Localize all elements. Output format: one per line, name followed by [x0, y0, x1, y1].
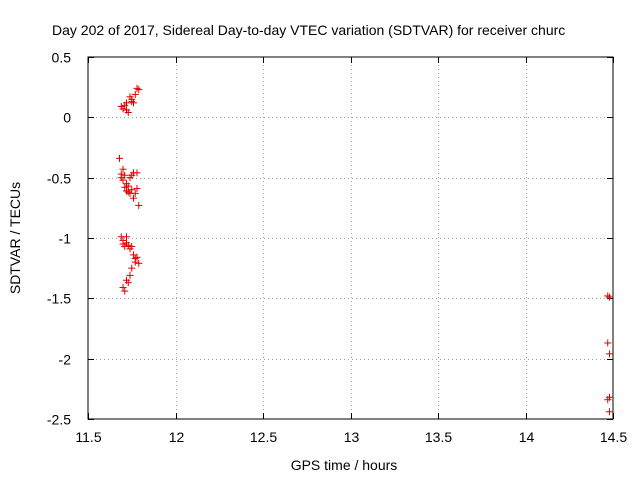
y-tick-label: 0 [63, 110, 71, 126]
data-point [133, 185, 141, 193]
data-point [131, 189, 139, 197]
data-point [130, 194, 137, 202]
data-point [131, 255, 139, 263]
data-point [131, 90, 139, 98]
x-tick-label: 14.5 [600, 429, 627, 445]
x-tick-label: 13.5 [425, 429, 452, 445]
data-points [116, 84, 613, 416]
data-point [135, 259, 143, 267]
y-tick-label: -2 [59, 352, 72, 368]
data-point [135, 201, 143, 209]
grid [88, 57, 613, 419]
data-point [116, 154, 123, 162]
data-point [604, 339, 612, 347]
data-point [128, 264, 136, 272]
data-point [124, 109, 132, 117]
y-tick-label: -1.5 [47, 291, 71, 307]
data-point [126, 271, 134, 279]
x-tick-label: 13 [344, 429, 360, 445]
data-point [124, 279, 132, 287]
y-axis-label: SDTVAR / TECUs [7, 182, 23, 294]
chart-title: Day 202 of 2017, Sidereal Day-to-day VTE… [52, 22, 565, 38]
x-tick-label: 12 [169, 429, 185, 445]
data-point [128, 95, 136, 103]
data-point [133, 169, 141, 177]
y-tick-labels: 0.5 0 -0.5 -1 -1.5 -2 -2.5 [47, 50, 71, 428]
x-tick-label: 14 [519, 429, 535, 445]
data-point [124, 241, 132, 249]
data-point [128, 186, 136, 194]
y-tick-label: -1 [59, 231, 72, 247]
data-point [121, 287, 129, 295]
data-point [135, 86, 143, 94]
data-point [119, 165, 127, 173]
data-point [119, 105, 127, 113]
data-point [121, 171, 129, 179]
x-tick-labels: 11.5 12 12.5 13 13.5 14 14.5 [75, 429, 627, 445]
y-tick-label: -0.5 [47, 171, 71, 187]
data-point [119, 176, 127, 184]
data-point [606, 408, 613, 416]
axis-ticks [88, 57, 614, 420]
data-point [604, 292, 612, 300]
data-point [606, 393, 613, 401]
data-point [123, 233, 130, 241]
data-point [121, 242, 129, 250]
data-point [121, 183, 129, 191]
data-point [130, 99, 137, 107]
data-point [606, 350, 613, 358]
data-point [606, 293, 613, 301]
y-tick-label: -2.5 [47, 412, 71, 428]
data-point [123, 99, 130, 107]
data-point [119, 283, 127, 291]
x-axis-label: GPS time / hours [291, 457, 398, 473]
y-tick-label: 0.5 [52, 50, 72, 66]
data-point [133, 84, 141, 92]
data-point [128, 242, 136, 250]
x-tick-label: 12.5 [250, 429, 277, 445]
plot-frame [87, 56, 614, 420]
data-point [124, 182, 132, 190]
x-tick-label: 11.5 [75, 429, 101, 445]
data-point [133, 253, 141, 261]
